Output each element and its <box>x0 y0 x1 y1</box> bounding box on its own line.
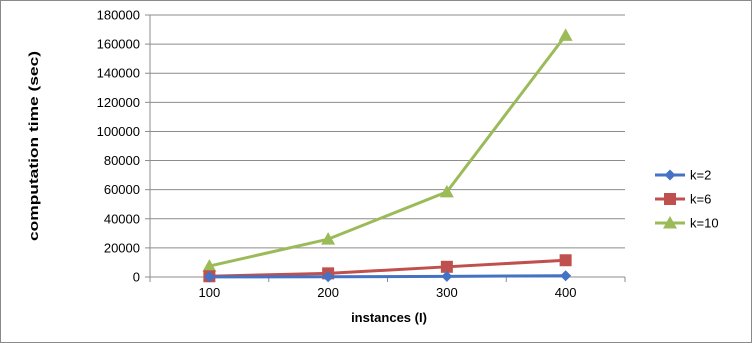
y-tick-label: 60000 <box>104 182 140 197</box>
data-point-marker <box>202 259 217 272</box>
series-line <box>209 258 566 278</box>
data-point-marker <box>560 270 572 282</box>
x-tick-label: 300 <box>436 285 458 300</box>
legend-label: k=2 <box>690 168 711 183</box>
y-tick-label: 180000 <box>97 8 140 23</box>
data-point-marker <box>558 28 573 41</box>
legend-label: k=6 <box>690 192 711 207</box>
legend-item: k=2 <box>655 168 711 183</box>
y-axis-title: computation time (sec) <box>26 51 41 241</box>
data-point-marker <box>322 271 334 283</box>
y-tick-label: 20000 <box>104 240 140 255</box>
data-point-marker <box>203 271 215 283</box>
legend: k=2 k=6 k=10 <box>655 168 719 231</box>
legend-marker <box>664 193 676 205</box>
x-tick-label: 200 <box>317 285 339 300</box>
data-series <box>202 28 573 283</box>
data-point-marker <box>440 260 453 273</box>
data-point-marker <box>441 270 453 282</box>
series-k=6 <box>203 254 572 283</box>
y-tick-label: 140000 <box>97 66 140 81</box>
y-tick-label: 0 <box>133 270 140 285</box>
legend-item: k=10 <box>655 216 719 231</box>
legend-marker <box>663 216 677 229</box>
y-tick-label: 160000 <box>97 37 140 52</box>
y-tick-label: 80000 <box>104 153 140 168</box>
gridlines <box>150 14 625 249</box>
y-tick-label: 100000 <box>97 124 140 139</box>
y-tick-label: 40000 <box>104 211 140 226</box>
y-tick-label: 120000 <box>97 95 140 110</box>
series-line <box>209 34 567 268</box>
x-tick-label: 400 <box>555 285 577 300</box>
x-tick-label: 100 <box>199 285 221 300</box>
series-line <box>209 274 566 279</box>
data-point-marker <box>439 184 454 198</box>
legend-item: k=6 <box>655 192 711 207</box>
x-tick-labels: 100 200 300 400 <box>199 285 577 300</box>
data-point-marker <box>559 254 572 267</box>
axes <box>145 14 626 282</box>
x-axis-title: instances (I) <box>351 310 427 325</box>
series-k=2 <box>203 270 572 283</box>
legend-label: k=10 <box>690 216 719 231</box>
y-tick-labels: 0 20000 40000 60000 80000 100000 120000 140000 1… <box>97 8 140 285</box>
data-point-marker <box>321 232 336 245</box>
series-k=10 <box>202 28 573 272</box>
legend-marker <box>664 169 676 181</box>
